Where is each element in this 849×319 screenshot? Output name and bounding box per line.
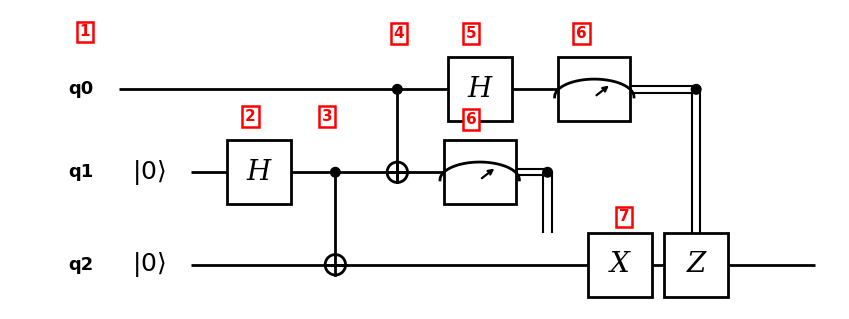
Text: q0: q0 xyxy=(68,80,93,98)
Text: 7: 7 xyxy=(619,209,629,225)
Text: X: X xyxy=(610,251,630,278)
Text: Z: Z xyxy=(687,251,706,278)
Text: 1: 1 xyxy=(80,24,90,40)
Text: 3: 3 xyxy=(322,109,332,124)
Bar xyxy=(588,233,651,297)
Ellipse shape xyxy=(543,167,553,177)
Text: 6: 6 xyxy=(576,26,587,41)
Ellipse shape xyxy=(392,85,402,94)
Ellipse shape xyxy=(330,167,340,177)
Text: q1: q1 xyxy=(68,163,93,181)
Text: $|0\rangle$: $|0\rangle$ xyxy=(132,158,166,187)
Text: 5: 5 xyxy=(466,26,476,41)
Bar xyxy=(443,140,515,204)
Bar xyxy=(448,57,511,121)
Text: 2: 2 xyxy=(245,109,256,124)
Text: H: H xyxy=(468,76,492,103)
Ellipse shape xyxy=(691,85,701,94)
Bar xyxy=(664,233,728,297)
Text: $|0\rangle$: $|0\rangle$ xyxy=(132,250,166,279)
Bar xyxy=(559,57,630,121)
Text: 4: 4 xyxy=(394,26,404,41)
Bar xyxy=(228,140,290,204)
Text: 6: 6 xyxy=(466,112,476,127)
Text: H: H xyxy=(247,159,271,186)
Text: q2: q2 xyxy=(68,256,93,274)
